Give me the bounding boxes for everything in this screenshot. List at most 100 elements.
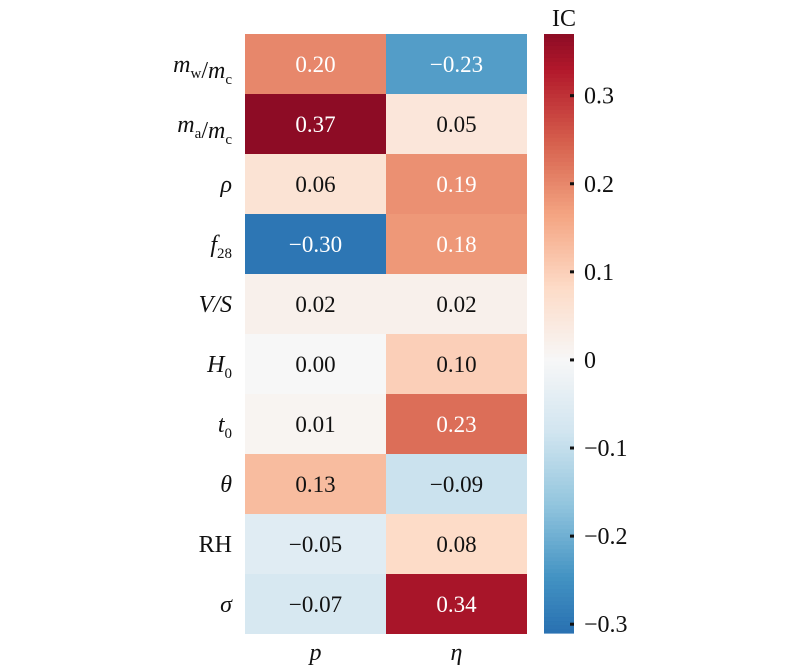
colorbar-segment [544,501,574,506]
colorbar-segment [544,521,574,526]
colorbar-segment [544,629,574,634]
colorbar-tick [570,622,574,626]
colorbar-segment [544,173,574,179]
colorbar-segment [544,481,574,486]
row-label: RH [199,532,232,558]
colorbar-segment [544,209,574,215]
colorbar-segment [544,53,574,59]
colorbar-segment [544,477,574,482]
colorbar-segment [544,317,574,323]
colorbar-tick [570,94,574,98]
row-label: mw/mc [173,52,232,88]
colorbar-segment [544,417,574,422]
colorbar-segment [544,157,574,163]
heatmap-cell [245,334,386,394]
colorbar-segment [544,65,574,71]
colorbar-segment [544,93,574,99]
colorbar-segment [544,449,574,454]
colorbar-segment [544,241,574,247]
cell-value-label: −0.07 [289,592,342,617]
cell-value-label: 0.06 [295,172,335,197]
colorbar-segment [544,253,574,259]
colorbar-segment [544,553,574,558]
colorbar-segment [544,329,574,335]
colorbar-tick-label: −0.1 [584,436,628,462]
row-label: ρ [219,172,232,198]
column-label: η [451,640,463,666]
colorbar-segment [544,101,574,107]
cell-value-label: −0.23 [430,52,483,77]
heatmap-cell [245,274,386,334]
colorbar [544,34,574,634]
heatmap-cell [386,394,527,454]
heatmap-cell [386,514,527,574]
colorbar-segment [544,505,574,510]
colorbar-segment [544,597,574,602]
heatmap-cell [245,514,386,574]
colorbar-segment [544,205,574,211]
heatmap-cell [386,574,527,634]
colorbar-tick-label: 0 [584,348,596,374]
cell-value-label: 0.23 [436,412,476,437]
colorbar-segment [544,217,574,223]
colorbar-tick [570,182,574,186]
row-label: H0 [206,352,232,382]
colorbar-segment [544,57,574,63]
heatmap-cell [245,394,386,454]
colorbar-segment [544,229,574,235]
colorbar-segment [544,509,574,514]
heatmap-cell [386,334,527,394]
colorbar-segment [544,309,574,315]
colorbar-segment [544,421,574,426]
colorbar-segment [544,465,574,470]
colorbar-segment [544,221,574,227]
row-label: θ [220,472,232,498]
colorbar-segment [544,285,574,291]
colorbar-segment [544,97,574,103]
colorbar-segment [544,117,574,123]
colorbar-segment [544,233,574,239]
colorbar-tick-label: −0.3 [584,612,628,638]
colorbar-segment [544,193,574,199]
colorbar-tick-label: 0.3 [584,84,614,110]
colorbar-segment [544,537,574,542]
colorbar-segment [544,601,574,606]
colorbar-segment [544,593,574,598]
colorbar-segment [544,189,574,195]
colorbar-segment [544,249,574,255]
colorbar-segment [544,497,574,502]
colorbar-segment [544,589,574,594]
colorbar-segment [544,145,574,151]
colorbar-segment [544,557,574,562]
heatmap-cell [386,274,527,334]
colorbar-tick-label: −0.2 [584,524,628,550]
colorbar-segment [544,321,574,327]
colorbar-segment [544,333,574,339]
colorbar-segment [544,585,574,590]
colorbar-segment [544,493,574,498]
heatmap-cell [386,154,527,214]
colorbar-segment [544,169,574,175]
colorbar-segment [544,141,574,147]
colorbar-segment [544,133,574,139]
column-label: p [308,640,322,666]
cell-value-label: 0.08 [436,532,476,557]
colorbar-segment [544,269,574,275]
colorbar-segment [544,181,574,187]
colorbar-segment [544,581,574,586]
colorbar-segment [544,609,574,614]
row-label: t0 [218,412,232,442]
colorbar-segment [544,89,574,95]
colorbar-segment [544,345,574,351]
colorbar-segment [544,293,574,299]
colorbar-segment [544,405,574,410]
colorbar-segment [544,341,574,347]
heatmap-cell [386,94,527,154]
colorbar-tick [570,534,574,538]
colorbar-segment [544,613,574,618]
cell-value-label: 0.01 [295,412,335,437]
colorbar-segment [544,185,574,191]
colorbar-segment [544,573,574,578]
colorbar-segment [544,489,574,494]
colorbar-segment [544,237,574,243]
